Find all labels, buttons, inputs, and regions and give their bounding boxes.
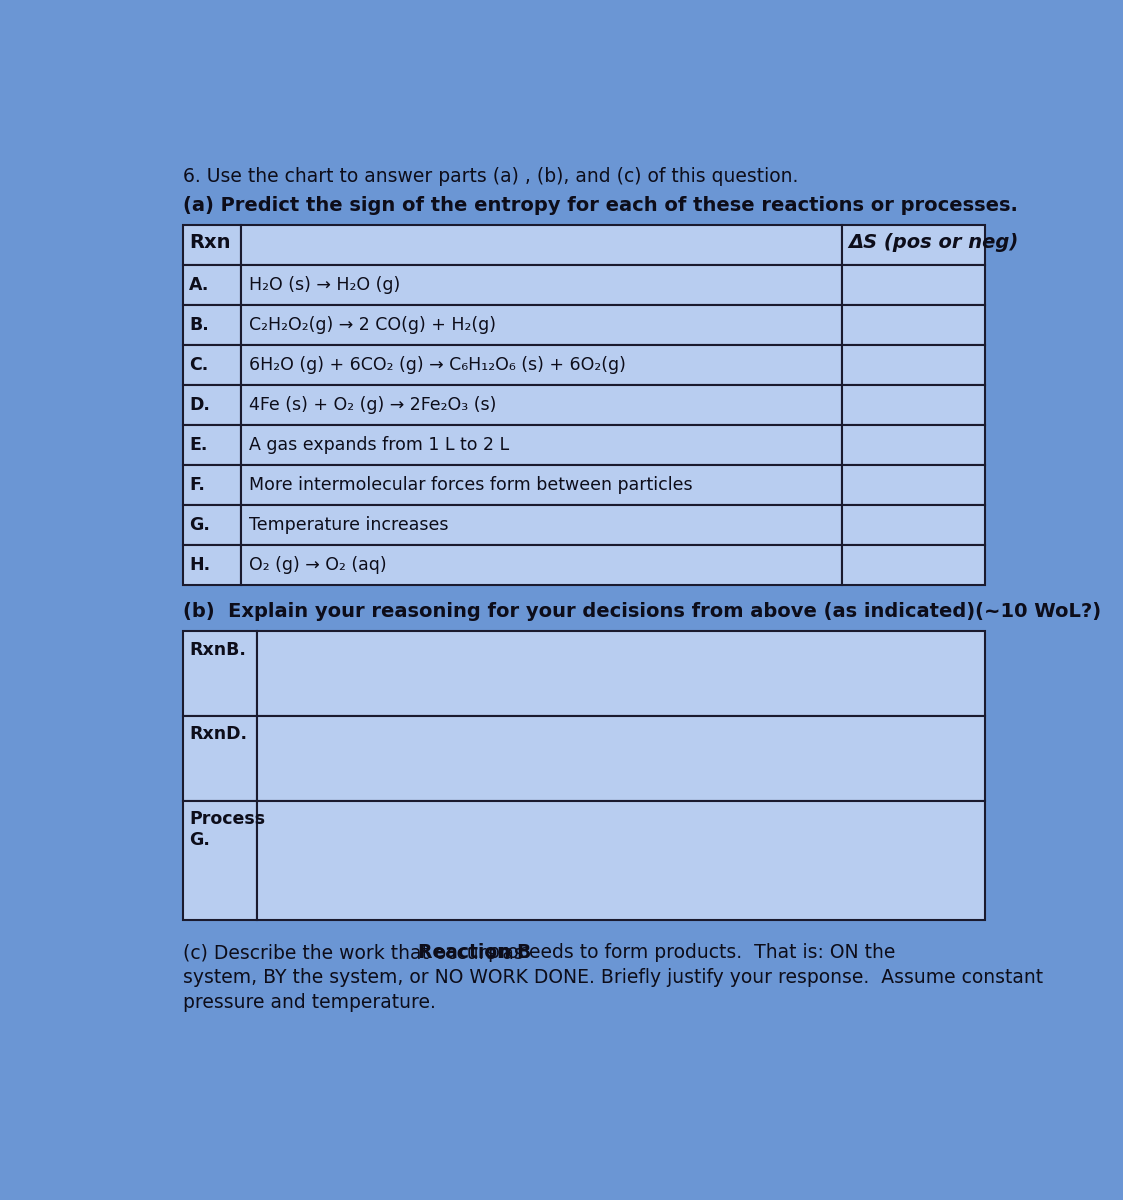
Bar: [241, 344, 842, 385]
Bar: [183, 800, 257, 920]
Bar: [183, 385, 241, 425]
Bar: [241, 425, 842, 466]
Bar: [183, 505, 241, 545]
Text: 4Fe (s) + O₂ (g) → 2Fe₂O₃ (s): 4Fe (s) + O₂ (g) → 2Fe₂O₃ (s): [249, 396, 496, 414]
Bar: [842, 224, 985, 265]
Bar: [257, 716, 985, 800]
Text: 6. Use the chart to answer parts (a) , (b), and (c) of this question.: 6. Use the chart to answer parts (a) , (…: [183, 167, 798, 186]
Bar: [241, 265, 842, 305]
Bar: [257, 631, 985, 716]
Bar: [842, 305, 985, 344]
Bar: [183, 545, 241, 586]
Text: C₂H₂O₂(g) → 2 CO(g) + H₂(g): C₂H₂O₂(g) → 2 CO(g) + H₂(g): [249, 316, 496, 334]
Text: O₂ (g) → O₂ (aq): O₂ (g) → O₂ (aq): [249, 556, 386, 574]
Text: pressure and temperature.: pressure and temperature.: [183, 992, 436, 1012]
Bar: [183, 425, 241, 466]
Text: B.: B.: [189, 316, 209, 334]
Text: RxnD.: RxnD.: [189, 725, 247, 743]
Text: H.: H.: [189, 556, 210, 574]
Text: E.: E.: [189, 436, 208, 454]
Bar: [183, 265, 241, 305]
Text: ΔS (pos or neg): ΔS (pos or neg): [848, 233, 1019, 252]
Text: More intermolecular forces form between particles: More intermolecular forces form between …: [249, 476, 693, 494]
Bar: [183, 716, 257, 800]
Bar: [842, 505, 985, 545]
Text: RxnB.: RxnB.: [189, 641, 246, 659]
Text: D.: D.: [189, 396, 210, 414]
Text: proceeds to form products.  That is: ON the: proceeds to form products. That is: ON t…: [482, 943, 895, 962]
Text: G.: G.: [189, 516, 210, 534]
Text: (c) Describe the work that occurs as: (c) Describe the work that occurs as: [183, 943, 530, 962]
Bar: [183, 224, 241, 265]
Text: (b)  Explain your reasoning for your decisions from above (as indicated)(~10 WoL: (b) Explain your reasoning for your deci…: [183, 602, 1102, 622]
Bar: [842, 425, 985, 466]
Bar: [183, 466, 241, 505]
Bar: [241, 224, 842, 265]
Bar: [241, 466, 842, 505]
Bar: [183, 631, 257, 716]
Bar: [241, 545, 842, 586]
Bar: [241, 505, 842, 545]
Text: system, BY the system, or NO WORK DONE. Briefly justify your response.  Assume c: system, BY the system, or NO WORK DONE. …: [183, 968, 1043, 986]
Bar: [183, 344, 241, 385]
Text: A gas expands from 1 L to 2 L: A gas expands from 1 L to 2 L: [249, 436, 509, 454]
Bar: [842, 265, 985, 305]
Text: F.: F.: [189, 476, 206, 494]
Text: Reaction B: Reaction B: [418, 943, 531, 962]
Bar: [842, 545, 985, 586]
Text: 6H₂O (g) + 6CO₂ (g) → C₆H₁₂O₆ (s) + 6O₂(g): 6H₂O (g) + 6CO₂ (g) → C₆H₁₂O₆ (s) + 6O₂(…: [249, 355, 626, 373]
Bar: [842, 344, 985, 385]
Bar: [842, 466, 985, 505]
Bar: [241, 305, 842, 344]
Bar: [183, 305, 241, 344]
Bar: [842, 385, 985, 425]
Bar: [241, 385, 842, 425]
Text: (a) Predict the sign of the entropy for each of these reactions or processes.: (a) Predict the sign of the entropy for …: [183, 197, 1017, 215]
Text: Process
G.: Process G.: [189, 810, 265, 848]
Bar: [257, 800, 985, 920]
Text: C.: C.: [189, 355, 209, 373]
Text: Rxn: Rxn: [189, 233, 230, 252]
Text: H₂O (s) → H₂O (g): H₂O (s) → H₂O (g): [249, 276, 400, 294]
Text: Temperature increases: Temperature increases: [249, 516, 448, 534]
Text: A.: A.: [189, 276, 210, 294]
